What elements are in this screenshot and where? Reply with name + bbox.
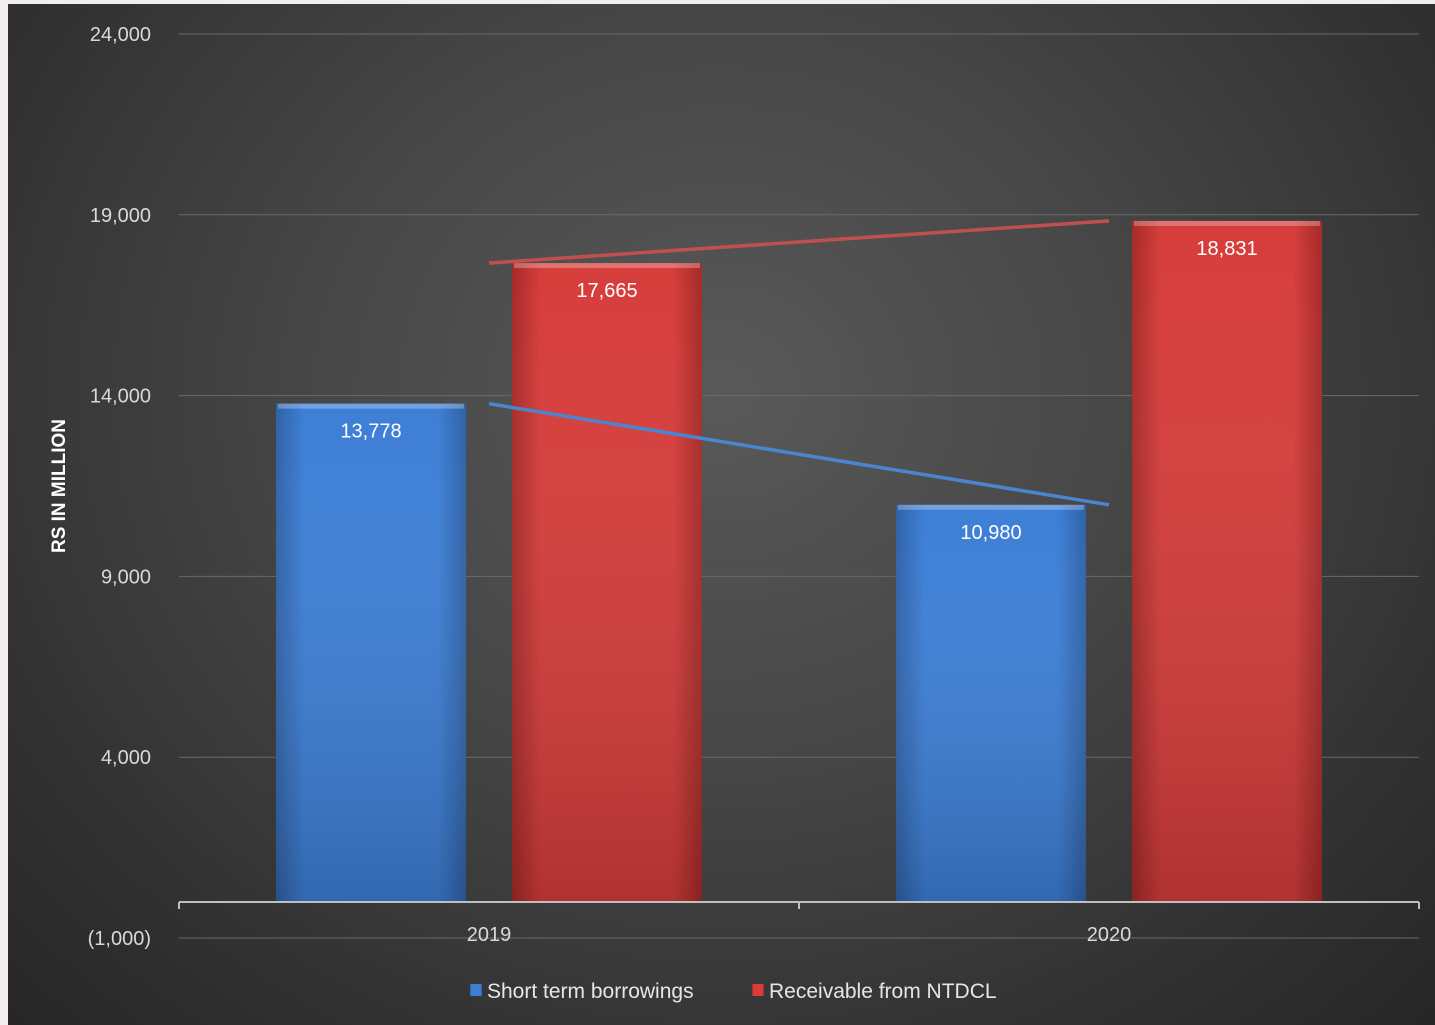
trendline	[488, 219, 1110, 265]
x-tick-label: 2020	[1087, 924, 1132, 946]
legend-label: Receivable from NTDCL	[769, 980, 997, 1003]
bar-bevel	[278, 403, 464, 409]
y-axis-ticks: (1,000) 4,000 9,000 14,000 19,000 24,000	[88, 24, 151, 950]
bar-receivable-from-ntdcl-2019	[512, 263, 702, 902]
bar-shade	[896, 504, 1086, 902]
legend-item-short-term-borrowings[interactable]: Short term borrowings	[470, 980, 694, 1003]
legend[interactable]: Short term borrowings Receivable from NTD…	[470, 980, 997, 1003]
bar-shade	[276, 403, 466, 902]
bar-bevel	[898, 504, 1084, 510]
x-axis-ticks: 2019 2020	[467, 924, 1132, 946]
bar-bevel	[514, 263, 700, 269]
data-label: 10,980	[960, 522, 1021, 544]
legend-item-receivable-from-ntdcl[interactable]: Receivable from NTDCL	[752, 980, 997, 1003]
y-tick-label: 9,000	[101, 566, 151, 588]
legend-swatch	[752, 984, 764, 996]
legend-swatch	[470, 984, 482, 996]
data-labels: 13,778 10,980 17,665 18,831	[340, 238, 1257, 544]
bar-chart: (1,000) 4,000 9,000 14,000 19,000 24,000 RS I…	[49, 24, 1420, 1003]
x-tick-label: 2019	[467, 924, 512, 946]
y-tick-label: 14,000	[90, 386, 151, 408]
trendline	[488, 401, 1110, 507]
bar-short-term-borrowings-2019	[276, 403, 466, 902]
bar-receivable-from-ntdcl-2020	[1132, 220, 1322, 903]
y-tick-label: 24,000	[90, 24, 151, 46]
bar-shade	[1132, 220, 1322, 903]
y-tick-label: (1,000)	[88, 928, 151, 950]
y-tick-label: 19,000	[90, 205, 151, 227]
bars	[276, 220, 1322, 903]
legend-label: Short term borrowings	[487, 980, 694, 1003]
data-label: 13,778	[340, 421, 401, 443]
x-axis	[178, 901, 1420, 909]
data-label: 18,831	[1196, 238, 1257, 260]
y-tick-label: 4,000	[101, 747, 151, 769]
bar-bevel	[1134, 220, 1320, 226]
bar-shade	[512, 263, 702, 902]
chart-area: (1,000) 4,000 9,000 14,000 19,000 24,000 RS I…	[8, 4, 1435, 1025]
bar-short-term-borrowings-2020	[896, 504, 1086, 902]
data-label: 17,665	[576, 280, 637, 302]
y-axis-label: RS IN MILLION	[49, 419, 70, 553]
trendlines	[488, 219, 1110, 507]
